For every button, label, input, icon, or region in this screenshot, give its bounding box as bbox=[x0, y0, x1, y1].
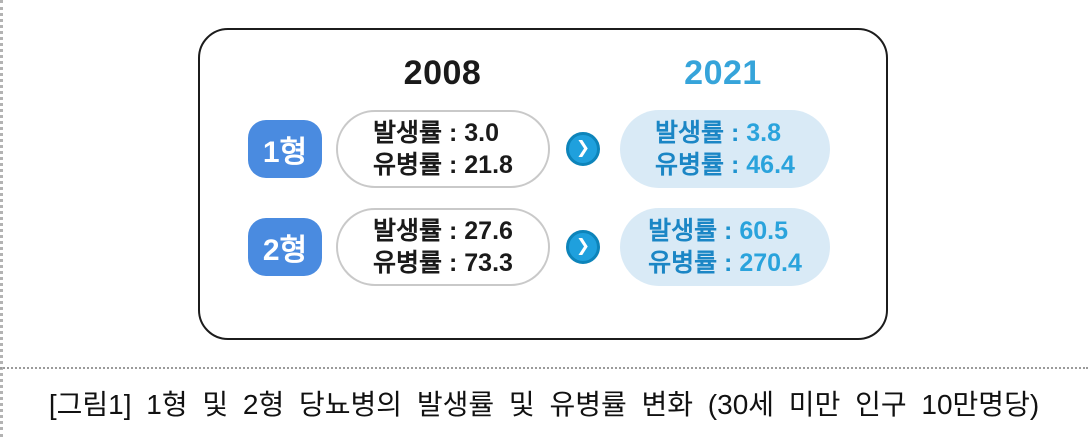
incidence-label: 발생률 bbox=[373, 216, 443, 245]
incidence-label: 발생률 bbox=[648, 216, 718, 245]
type1-2008-incidence: 발생률 : 3.0 bbox=[373, 118, 500, 147]
prevalence-label: 유병률 bbox=[655, 150, 725, 179]
type1-2021-box: 발생률 : 3.8 유병률 : 46.4 bbox=[620, 110, 830, 188]
type1-2008-box: 발생률 : 3.0 유병률 : 21.8 bbox=[336, 110, 550, 188]
type1-badge: 1형 bbox=[248, 120, 322, 178]
type2-2008-box: 발생률 : 27.6 유병률 : 73.3 bbox=[336, 208, 550, 286]
year-header-2008: 2008 bbox=[403, 54, 482, 92]
incidence-value: 27.6 bbox=[464, 216, 513, 245]
arrow-right-icon: ❯ bbox=[566, 230, 600, 264]
figure-card: 2008 2021 1형 발생률 : 3.0 유병률 : 21.8 ❯ bbox=[198, 28, 888, 340]
type2-badge: 2형 bbox=[248, 218, 322, 276]
prevalence-value: 46.4 bbox=[746, 150, 795, 179]
caption-divider bbox=[0, 367, 1088, 369]
type2-2008-incidence: 발생률 : 27.6 bbox=[373, 216, 513, 245]
prevalence-label: 유병률 bbox=[373, 248, 443, 277]
year-header-2021: 2021 bbox=[684, 54, 762, 92]
type2-2021-incidence: 발생률 : 60.5 bbox=[648, 216, 788, 245]
type1-2008-prevalence: 유병률 : 21.8 bbox=[373, 150, 513, 179]
type2-2008-prevalence: 유병률 : 73.3 bbox=[373, 248, 513, 277]
type1-2021-prevalence: 유병률 : 46.4 bbox=[655, 150, 795, 179]
figure-caption: [그림1] 1형 및 2형 당뇨병의 발생률 및 유병률 변화 (30세 미만 … bbox=[48, 389, 1040, 420]
incidence-value: 60.5 bbox=[739, 216, 788, 245]
incidence-value: 3.8 bbox=[746, 118, 782, 147]
type2-2021-prevalence: 유병률 : 270.4 bbox=[648, 248, 802, 277]
arrow-right-icon: ❯ bbox=[566, 132, 600, 166]
type2-row: 2형 발생률 : 27.6 유병률 : 73.3 ❯ 발생률 : 60. bbox=[248, 206, 830, 288]
type1-2021-incidence: 발생률 : 3.8 bbox=[655, 118, 782, 147]
incidence-label: 발생률 bbox=[373, 118, 443, 147]
type1-row: 1형 발생률 : 3.0 유병률 : 21.8 ❯ 발생률 : 3.8 bbox=[248, 108, 830, 190]
incidence-value: 3.0 bbox=[464, 118, 500, 147]
type2-2021-box: 발생률 : 60.5 유병률 : 270.4 bbox=[620, 208, 830, 286]
prevalence-value: 21.8 bbox=[464, 150, 513, 179]
prevalence-label: 유병률 bbox=[648, 248, 718, 277]
prevalence-value: 73.3 bbox=[464, 248, 513, 277]
incidence-label: 발생률 bbox=[655, 118, 725, 147]
prevalence-label: 유병률 bbox=[373, 150, 443, 179]
prevalence-value: 270.4 bbox=[739, 248, 802, 277]
left-dotted-border bbox=[0, 0, 3, 437]
